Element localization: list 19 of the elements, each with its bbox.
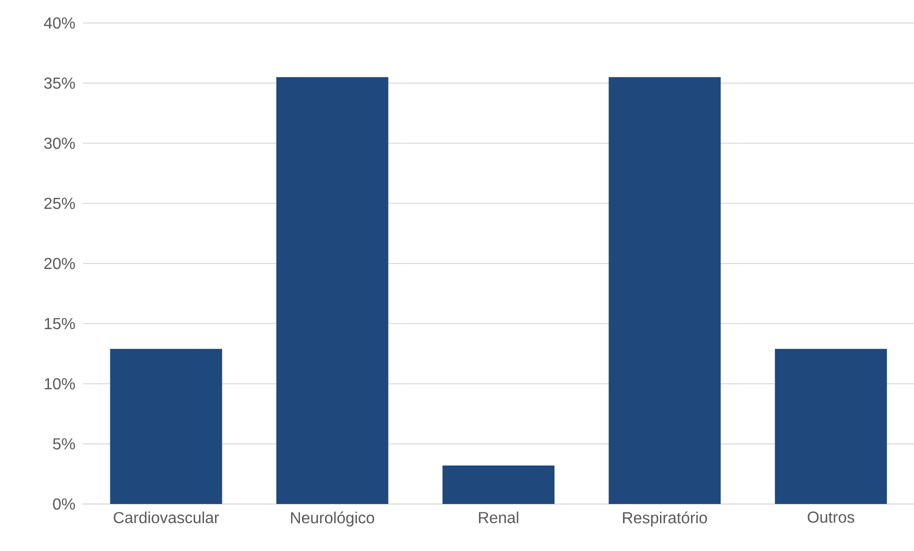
y-tick-label: 40% bbox=[44, 17, 75, 29]
bar bbox=[442, 466, 555, 504]
x-tick-label: Outros bbox=[808, 512, 854, 523]
y-tick-label: 0% bbox=[53, 498, 75, 510]
bar bbox=[110, 348, 222, 504]
bar bbox=[774, 348, 887, 504]
y-tick-label: 15% bbox=[44, 318, 75, 330]
y-tick-label: 30% bbox=[44, 138, 75, 149]
y-tick-label: 25% bbox=[44, 198, 75, 210]
x-tick-label: Cardiovascular bbox=[114, 512, 219, 524]
x-tick-label: Renal bbox=[478, 512, 518, 524]
x-tick-label: Neurológico bbox=[291, 512, 374, 527]
y-tick-label: 5% bbox=[53, 438, 75, 450]
y-tick-label: 20% bbox=[44, 258, 75, 270]
x-tick-label: Respiratório bbox=[623, 512, 707, 527]
y-tick-label: 10% bbox=[44, 378, 75, 390]
bar bbox=[276, 77, 388, 504]
bar bbox=[608, 77, 721, 504]
y-tick-label: 35% bbox=[44, 77, 75, 89]
